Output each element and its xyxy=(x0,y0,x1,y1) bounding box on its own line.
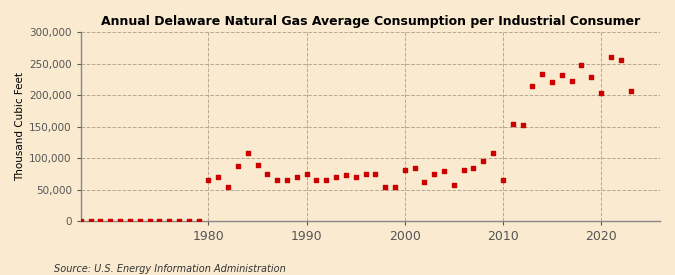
Point xyxy=(203,178,214,183)
Point xyxy=(419,180,430,184)
Point xyxy=(380,185,391,189)
Point xyxy=(292,175,302,180)
Point xyxy=(223,185,234,189)
Point xyxy=(400,167,410,172)
Point xyxy=(439,169,450,173)
Point xyxy=(448,183,459,187)
Point xyxy=(478,159,489,164)
Point xyxy=(242,151,253,155)
Point xyxy=(124,219,135,223)
Point xyxy=(115,219,126,223)
Point xyxy=(184,219,194,223)
Point xyxy=(105,219,115,223)
Point xyxy=(517,123,528,127)
Point xyxy=(458,167,469,172)
Point xyxy=(262,172,273,176)
Point xyxy=(164,219,175,223)
Point xyxy=(596,90,607,95)
Point xyxy=(497,178,508,183)
Point xyxy=(360,172,371,176)
Point xyxy=(350,175,361,180)
Point xyxy=(95,219,106,223)
Point xyxy=(488,151,499,155)
Point xyxy=(556,73,567,77)
Point xyxy=(252,163,263,167)
Point xyxy=(154,219,165,223)
Point xyxy=(281,178,292,183)
Point xyxy=(605,54,616,59)
Point xyxy=(429,172,439,176)
Point xyxy=(321,178,331,183)
Point xyxy=(370,172,381,176)
Point xyxy=(193,219,204,223)
Point xyxy=(409,166,420,170)
Point xyxy=(272,178,283,183)
Point xyxy=(547,80,558,85)
Point xyxy=(527,84,538,89)
Point xyxy=(586,75,597,80)
Point xyxy=(232,164,243,168)
Point xyxy=(301,172,312,176)
Text: Source: U.S. Energy Information Administration: Source: U.S. Energy Information Administ… xyxy=(54,264,286,274)
Point xyxy=(576,63,587,67)
Point xyxy=(134,219,145,223)
Point xyxy=(340,173,351,178)
Point xyxy=(566,79,577,83)
Point xyxy=(213,175,223,180)
Point xyxy=(85,219,96,223)
Y-axis label: Thousand Cubic Feet: Thousand Cubic Feet xyxy=(15,72,25,181)
Point xyxy=(389,185,400,189)
Point xyxy=(173,219,184,223)
Title: Annual Delaware Natural Gas Average Consumption per Industrial Consumer: Annual Delaware Natural Gas Average Cons… xyxy=(101,15,640,28)
Point xyxy=(331,175,342,180)
Point xyxy=(468,166,479,170)
Point xyxy=(508,122,518,127)
Point xyxy=(537,72,547,76)
Point xyxy=(616,58,626,63)
Point xyxy=(625,89,636,93)
Point xyxy=(76,219,86,223)
Point xyxy=(144,219,155,223)
Point xyxy=(311,178,322,183)
